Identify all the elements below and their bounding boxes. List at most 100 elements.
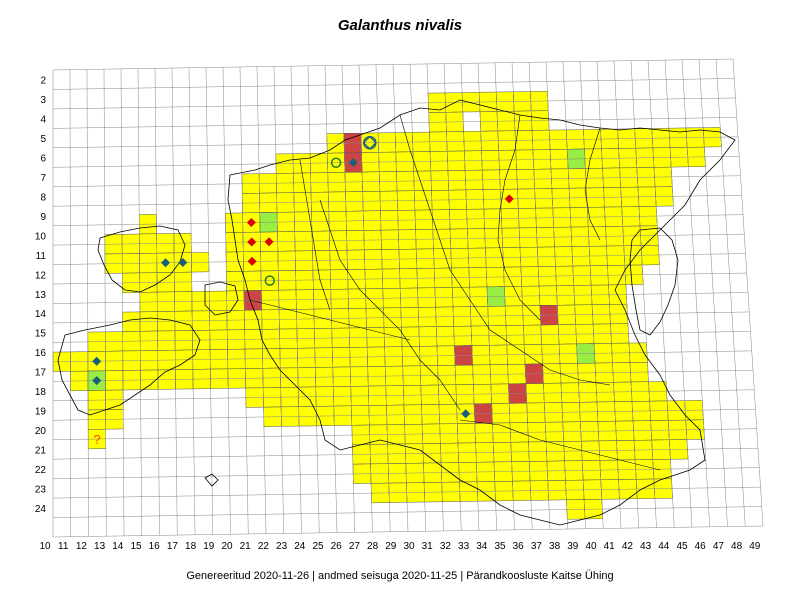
filled-cells-layer	[52, 90, 722, 520]
col-label: 40	[585, 541, 597, 552]
grid-line-horizontal	[52, 389, 755, 402]
grid-line-horizontal	[52, 506, 762, 518]
col-labels: 10 11 12 13 14 15 16 17 18 19 20 21 22 23 24 25 26 27 28 29…	[39, 541, 760, 552]
blue-diamond-marker	[461, 409, 471, 419]
row-label: 15	[35, 329, 47, 340]
col-label: 48	[731, 541, 743, 552]
coastline-and-borders	[57, 99, 736, 526]
map-title: Galanthus nivalis	[337, 17, 463, 34]
grid-line-horizontal	[52, 447, 759, 460]
grid-line-horizontal	[52, 194, 742, 207]
col-label: 16	[149, 541, 161, 552]
col-label: 18	[185, 541, 197, 552]
grid-line-horizontal	[52, 156, 740, 168]
col-label: 20	[221, 541, 233, 552]
grid-line-horizontal	[52, 311, 750, 324]
row-label: 20	[35, 426, 47, 437]
grid-line-horizontal	[52, 214, 744, 226]
circle-plus-diamond	[362, 135, 377, 150]
grid-line-horizontal	[52, 350, 752, 363]
grid-line-horizontal	[52, 467, 760, 479]
red-diamond-marker	[504, 194, 514, 204]
row-label: 12	[35, 270, 47, 281]
col-label: 10	[39, 541, 51, 552]
col-label: 42	[622, 541, 634, 552]
col-label: 17	[167, 541, 179, 552]
col-label: 21	[240, 541, 252, 552]
row-label: 6	[40, 154, 46, 165]
col-label: 39	[567, 541, 579, 552]
col-label: 14	[112, 541, 124, 552]
col-label: 49	[749, 541, 761, 552]
col-label: 45	[676, 541, 688, 552]
col-label: 36	[513, 541, 525, 552]
col-label: 28	[367, 541, 379, 552]
row-label: 8	[40, 192, 46, 203]
row-label: 21	[35, 445, 47, 456]
col-label: 41	[604, 541, 616, 552]
row-label: 10	[35, 231, 47, 242]
row-label: 11	[36, 251, 47, 262]
col-label: 29	[385, 541, 397, 552]
row-label: 19	[35, 407, 47, 418]
red-diamond-marker	[247, 256, 257, 266]
circle-plus-marker	[362, 135, 377, 150]
col-label: 22	[258, 541, 270, 552]
grid-line-horizontal	[52, 58, 734, 71]
question-marker: ?	[93, 432, 100, 447]
open-circle-marker	[330, 157, 342, 169]
row-label: 17	[35, 368, 47, 379]
col-label: 35	[494, 541, 506, 552]
county-borders	[249, 114, 661, 471]
island-ruhnu	[204, 473, 219, 487]
col-label: 27	[349, 541, 361, 552]
col-label: 30	[403, 541, 415, 552]
row-label: 5	[40, 134, 46, 145]
grid-line-horizontal	[52, 233, 745, 246]
blue-diamond-marker	[348, 157, 358, 167]
lake-peipus	[629, 227, 679, 336]
footer-credits: Genereeritud 2020-11-26 | andmed seisuga…	[186, 570, 614, 582]
grid-line-horizontal	[52, 175, 741, 187]
blue-diamond-marker	[161, 258, 171, 268]
red-diamond-marker	[246, 218, 256, 228]
col-label: 47	[713, 541, 725, 552]
blue-diamond-marker	[92, 376, 102, 386]
mainland-coastline	[227, 99, 736, 526]
col-label: 15	[130, 541, 142, 552]
row-label: 22	[35, 465, 47, 476]
row-label: 3	[40, 95, 46, 106]
grid-line-horizontal	[52, 136, 739, 149]
island-hiiumaa	[97, 225, 186, 293]
grid-line-horizontal	[52, 428, 757, 440]
island-saaremaa	[57, 317, 201, 416]
col-label: 44	[658, 541, 670, 552]
blue-diamond-marker	[92, 356, 102, 366]
grid-line-horizontal	[52, 117, 737, 129]
symbols-layer: ?	[92, 135, 514, 447]
col-label: 31	[422, 541, 434, 552]
col-label: 32	[440, 541, 452, 552]
row-label: 18	[35, 387, 47, 398]
row-label: 2	[40, 76, 46, 87]
open-circle-marker	[264, 275, 276, 286]
red-diamond-marker	[247, 237, 257, 247]
col-label: 19	[203, 541, 215, 552]
col-label: 23	[276, 541, 288, 552]
col-label: 33	[458, 541, 470, 552]
grid-line-horizontal	[52, 370, 754, 382]
grid-line-horizontal	[52, 292, 749, 304]
col-label: 24	[294, 541, 306, 552]
island-muhu	[204, 281, 239, 316]
red-diamond-marker	[264, 237, 274, 247]
row-label: 13	[35, 290, 47, 301]
row-label: 14	[35, 309, 47, 320]
row-label: 16	[35, 348, 47, 359]
grid-line-horizontal	[52, 78, 735, 90]
row-label: 4	[40, 115, 46, 126]
col-label: 26	[331, 541, 343, 552]
row-label: 7	[40, 173, 46, 184]
row-label: 23	[35, 484, 47, 495]
